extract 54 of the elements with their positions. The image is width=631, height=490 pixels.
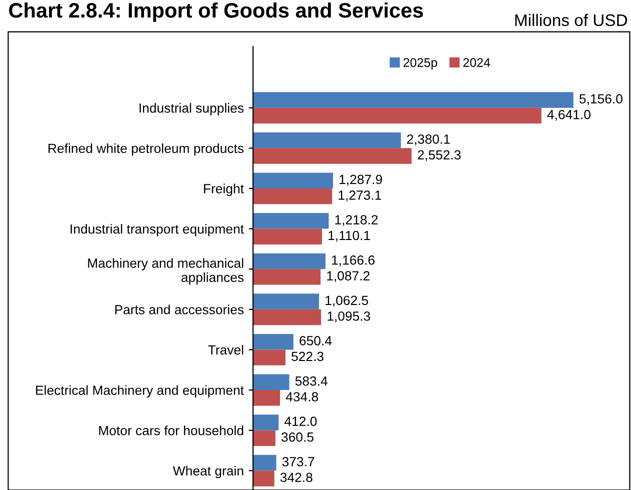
chart-subtitle: Millions of USD: [515, 14, 628, 26]
legend-label: 2025p: [404, 58, 438, 70]
bar: [253, 334, 294, 350]
bar: [253, 172, 334, 188]
y-tick-label: Refined white petroleum products: [48, 143, 244, 156]
y-tick-label: Parts and accessories: [115, 304, 244, 314]
bar: [253, 269, 321, 285]
data-label: 412.0: [284, 416, 317, 426]
data-label: 1,273.1: [338, 190, 382, 202]
data-label: 1,062.5: [326, 296, 368, 307]
data-label: 650.4: [300, 336, 332, 346]
bar: [253, 92, 574, 108]
data-label: 5,156.0: [579, 94, 622, 106]
bar: [253, 414, 279, 430]
y-tick-label: Wheat grain: [172, 466, 244, 478]
data-label: 1,110.1: [328, 230, 370, 242]
data-label: 2,552.3: [418, 150, 461, 162]
bar: [253, 454, 276, 471]
y-tick-label: Machinery and mechanical appliances: [88, 258, 244, 285]
bar: [253, 213, 329, 229]
data-label: 1,095.3: [328, 311, 370, 322]
bar: [253, 228, 322, 244]
bar: [253, 430, 276, 446]
bar: [253, 390, 280, 406]
data-label: 4,641.0: [547, 110, 590, 121]
bar: [253, 470, 274, 486]
data-label: 583.4: [295, 376, 328, 386]
data-label: 1,166.6: [332, 255, 375, 266]
bar: [253, 253, 326, 270]
bar: [253, 132, 401, 148]
bar: [253, 108, 542, 124]
bar: [253, 294, 320, 310]
data-label: 522.3: [292, 352, 324, 362]
data-label: 2,380.1: [407, 134, 450, 146]
y-tick-label: Electrical Machinery and equipment: [36, 385, 244, 398]
chart-title: Chart 2.8.4: Import of Goods and Services: [9, 2, 423, 22]
data-label: 434.8: [286, 392, 318, 402]
bar: [253, 309, 322, 326]
y-tick-label: Motor cars for household: [99, 426, 244, 436]
bar: [253, 188, 332, 204]
y-tick-label: Industrial supplies: [140, 103, 244, 116]
y-tick-label: Industrial transport equipment: [70, 224, 244, 236]
y-tick-label: Freight: [204, 184, 244, 196]
data-label: 1,218.2: [335, 215, 378, 226]
bar: [253, 374, 290, 390]
data-label: 1,287.9: [340, 174, 382, 186]
y-tick-label: Travel: [208, 344, 244, 355]
data-label: 342.8: [280, 472, 312, 482]
bar: [253, 148, 412, 164]
data-label: 360.5: [281, 432, 314, 442]
bar: [253, 350, 286, 366]
data-label: 373.7: [282, 456, 314, 466]
data-label: 1,087.2: [327, 271, 370, 282]
legend-label: 2024: [463, 58, 490, 67]
